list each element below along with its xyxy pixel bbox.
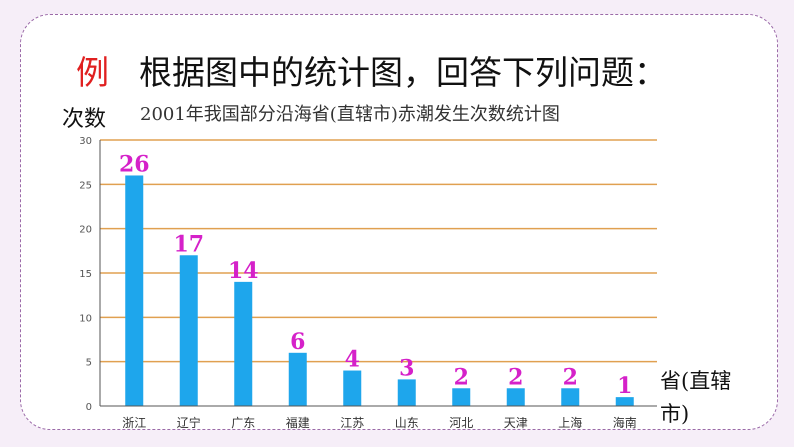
x-tick-label: 广东 <box>231 416 255 430</box>
value-label: 6 <box>290 329 305 355</box>
value-label: 2 <box>508 364 523 390</box>
x-ticks: 浙江 辽宁 广东 福建 江苏 山东 河北 天津 上海 海南 <box>122 415 637 430</box>
question-text: 根据图中的统计图，回答下列问题： <box>139 53 667 92</box>
bar <box>288 352 307 406</box>
chart-title: 2001年我国部分沿海省(直辖市)赤潮发生次数统计图 <box>140 104 560 125</box>
x-tick-label: 天津 <box>504 416 528 430</box>
value-label: 1 <box>617 373 632 399</box>
x-tick-label: 福建 <box>286 415 310 430</box>
x-tick-label: 海南 <box>613 415 637 430</box>
axes <box>99 140 657 407</box>
y-tick-label: 10 <box>79 313 92 324</box>
x-tick-label: 上海 <box>558 415 582 430</box>
value-label: 26 <box>119 151 150 177</box>
bar <box>615 397 634 406</box>
y-axis-label: 次数 <box>62 107 107 132</box>
question-heading: 例根据图中的统计图，回答下列问题： <box>76 46 667 94</box>
value-label: 2 <box>454 364 469 390</box>
bar <box>452 388 471 406</box>
x-tick-label: 浙江 <box>122 416 146 430</box>
value-label: 2 <box>563 364 578 390</box>
value-labels: 26 17 14 6 4 3 2 2 2 1 <box>119 151 632 399</box>
bar <box>343 370 362 406</box>
y-tick-label: 25 <box>79 180 92 191</box>
x-tick-label: 江苏 <box>340 416 364 430</box>
bar <box>234 281 253 406</box>
bar <box>506 388 525 406</box>
y-tick-label: 15 <box>79 269 92 280</box>
example-marker: 例 <box>76 53 109 92</box>
x-tick-label: 山东 <box>395 416 419 430</box>
bars <box>125 175 634 406</box>
y-tick-label: 20 <box>79 225 92 236</box>
slide-card <box>20 14 778 430</box>
y-tick-label: 30 <box>79 136 92 147</box>
x-axis-label: 省(直辖市) <box>660 369 732 426</box>
bar <box>179 255 198 406</box>
value-label: 14 <box>228 258 259 284</box>
y-tick-label: 0 <box>86 402 92 413</box>
bar <box>561 388 580 406</box>
value-label: 4 <box>345 347 360 373</box>
value-label: 17 <box>173 231 204 257</box>
bar <box>397 379 416 406</box>
x-tick-label: 河北 <box>449 416 473 430</box>
bar <box>125 175 144 406</box>
x-tick-label: 辽宁 <box>177 415 201 430</box>
value-label: 3 <box>399 355 414 381</box>
y-tick-label: 5 <box>86 358 92 369</box>
y-ticks: 0 5 10 15 20 25 30 <box>79 136 92 413</box>
